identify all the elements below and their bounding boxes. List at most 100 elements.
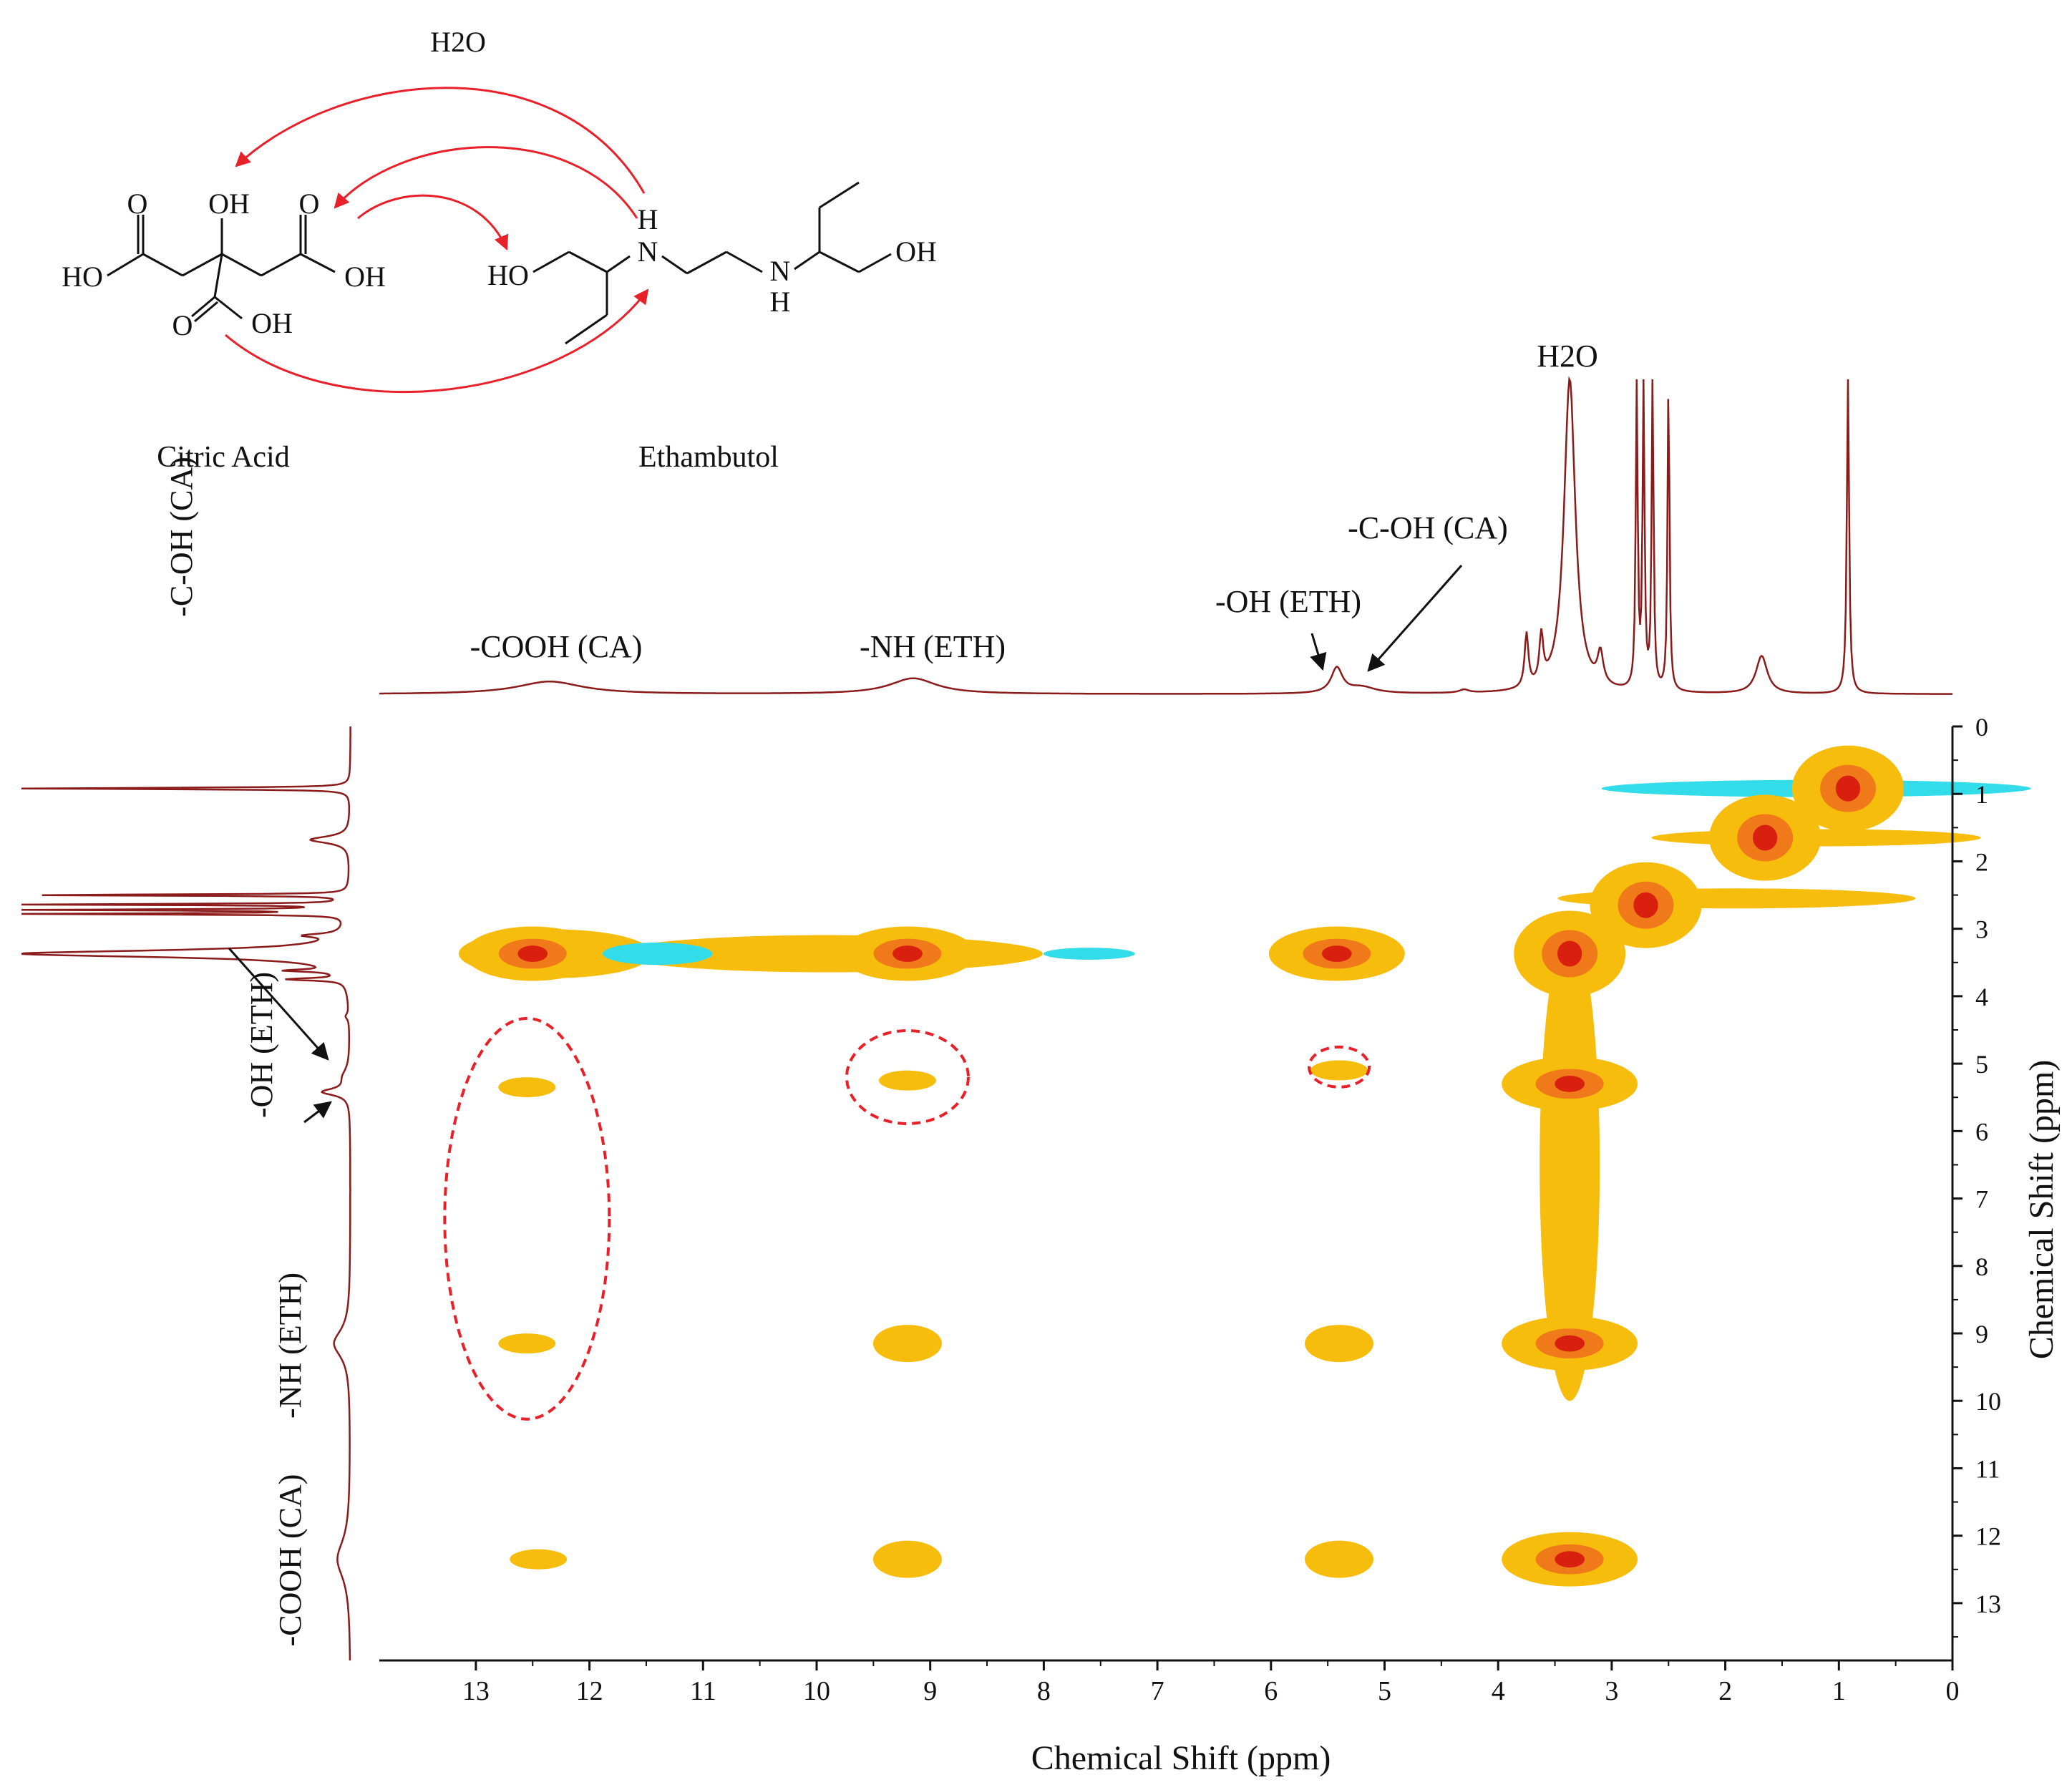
x-tick-label: 1 [1832,1676,1846,1706]
x-tick-label: 3 [1605,1676,1618,1706]
atom-label: OH [344,261,386,293]
interaction-arrows [225,87,649,394]
cross-peak-outer [510,1549,568,1570]
cross-peak-negative [1043,948,1135,960]
cross-peak-core [892,945,923,962]
x-tick-label: 5 [1378,1676,1391,1706]
y-tick-label: 11 [1975,1454,2000,1483]
arrow-c-oh-ca [1367,565,1463,672]
highlight-ellipse [443,1016,611,1421]
highlight-ellipse [1308,1045,1371,1089]
x-tick-label: 13 [462,1676,490,1706]
y-tick-label: 9 [1975,1320,1988,1348]
atom-label: N [638,235,658,268]
x-axis-ticks: 13 12 11 10 9 8 7 6 5 4 3 2 1 0 [462,1660,1960,1706]
top-annotation-h2o: H2O [1537,339,1598,374]
y-tick-label: 3 [1975,915,1988,944]
cross-peak-core [1321,945,1352,962]
arrow-left-c-oh [228,948,329,1061]
atom-label: H [638,203,658,235]
y-tick-label: 6 [1975,1117,1988,1146]
y-axis-label: Chemical Shift (ppm) [2023,1060,2061,1360]
atom-label: OH [208,188,250,220]
atom-label: O [299,188,320,220]
left-annotation-oh: -OH (ETH) [244,972,279,1118]
cross-peak-core [1835,775,1861,802]
ethambutol-structure [532,181,892,345]
y-tick-label: 12 [1975,1522,2001,1551]
arrow-oh-eth [1310,633,1327,671]
cross-peak-outer [1310,1060,1368,1081]
left-annotation-cooh: -COOH (CA) [273,1474,308,1647]
y-tick-label: 10 [1975,1387,2001,1416]
top-spectrum-trace [379,376,1952,695]
atom-label: H [770,286,791,318]
atom-label: O [127,188,148,220]
cross-peak-outer [872,1325,942,1363]
cross-peak-outer [498,1077,556,1098]
x-tick-label: 10 [803,1676,830,1706]
atom-label: HO [62,261,103,293]
cross-peak-core [1555,1551,1585,1568]
top-annotation-nh: -NH (ETH) [860,629,1006,664]
top-annotation-oh: -OH (ETH) [1215,584,1361,619]
top-annotation-cooh: -COOH (CA) [470,629,643,664]
contour-map [443,745,2031,1587]
y-tick-label: 8 [1975,1252,1988,1281]
x-tick-label: 8 [1037,1676,1051,1706]
ethambutol-label: Ethambutol [638,441,779,474]
atom-label: O [172,309,193,341]
x-axis-label: Chemical Shift (ppm) [1031,1739,1331,1777]
interaction-scheme: H2O O OH O HO OH O OH [62,26,937,474]
atom-label: OH [251,307,293,339]
x-tick-label: 11 [690,1676,716,1706]
y-tick-label: 7 [1975,1185,1988,1214]
citric-acid-structure [107,215,336,323]
x-tick-label: 6 [1264,1676,1278,1706]
x-tick-label: 12 [576,1676,603,1706]
left-projection-spectrum: -C-OH (CA) -OH (ETH) -NH (ETH) -COOH (CA… [21,457,351,1661]
cross-peak-core [1555,1075,1585,1092]
cross-peak-core [1557,940,1582,967]
x-tick-label: 0 [1946,1676,1960,1706]
water-label: H2O [430,26,486,58]
highlight-ellipse [845,1028,970,1125]
cross-peak-outer [872,1540,942,1578]
top-projection-spectrum: -COOH (CA) -NH (ETH) -OH (ETH) -C-OH (CA… [379,339,1952,695]
y-tick-label: 13 [1975,1590,2001,1618]
x-tick-label: 9 [923,1676,937,1706]
y-tick-label: 0 [1975,713,1988,741]
cross-peak-core [1752,825,1778,851]
cross-peak-core [1633,892,1658,918]
left-annotation-coh: -C-OH (CA) [164,457,199,617]
cross-peak-core [1555,1335,1585,1352]
top-annotation-coh: -C-OH (CA) [1348,510,1508,545]
highlight-ellipses [443,1016,1371,1421]
citric-acid-label: Citric Acid [157,441,289,474]
cross-peak-outer [498,1333,556,1354]
left-annotation-nh: -NH (ETH) [273,1273,308,1419]
y-tick-label: 1 [1975,780,1988,809]
cross-peak-negative [603,942,713,965]
x-tick-label: 7 [1151,1676,1164,1706]
y-tick-label: 5 [1975,1050,1988,1079]
x-tick-label: 4 [1492,1676,1505,1706]
citric-acid-atoms: O OH O HO OH O OH [62,188,386,341]
atom-label: OH [895,235,937,268]
cross-peak-outer [1305,1325,1374,1363]
atom-label: HO [487,259,529,291]
y-tick-label: 2 [1975,847,1988,876]
cross-peak-streak [1540,928,1600,1401]
cross-peak-outer [878,1070,936,1091]
ethambutol-atoms: HO H N N H OH [487,203,937,318]
left-spectrum-trace [21,726,351,1661]
cross-peak-outer [1305,1540,1374,1578]
atom-label: N [770,255,791,287]
arrow-left-oh [303,1101,332,1124]
cross-peak-core [517,945,548,962]
x-tick-label: 2 [1718,1676,1732,1706]
y-tick-label: 4 [1975,983,1988,1011]
